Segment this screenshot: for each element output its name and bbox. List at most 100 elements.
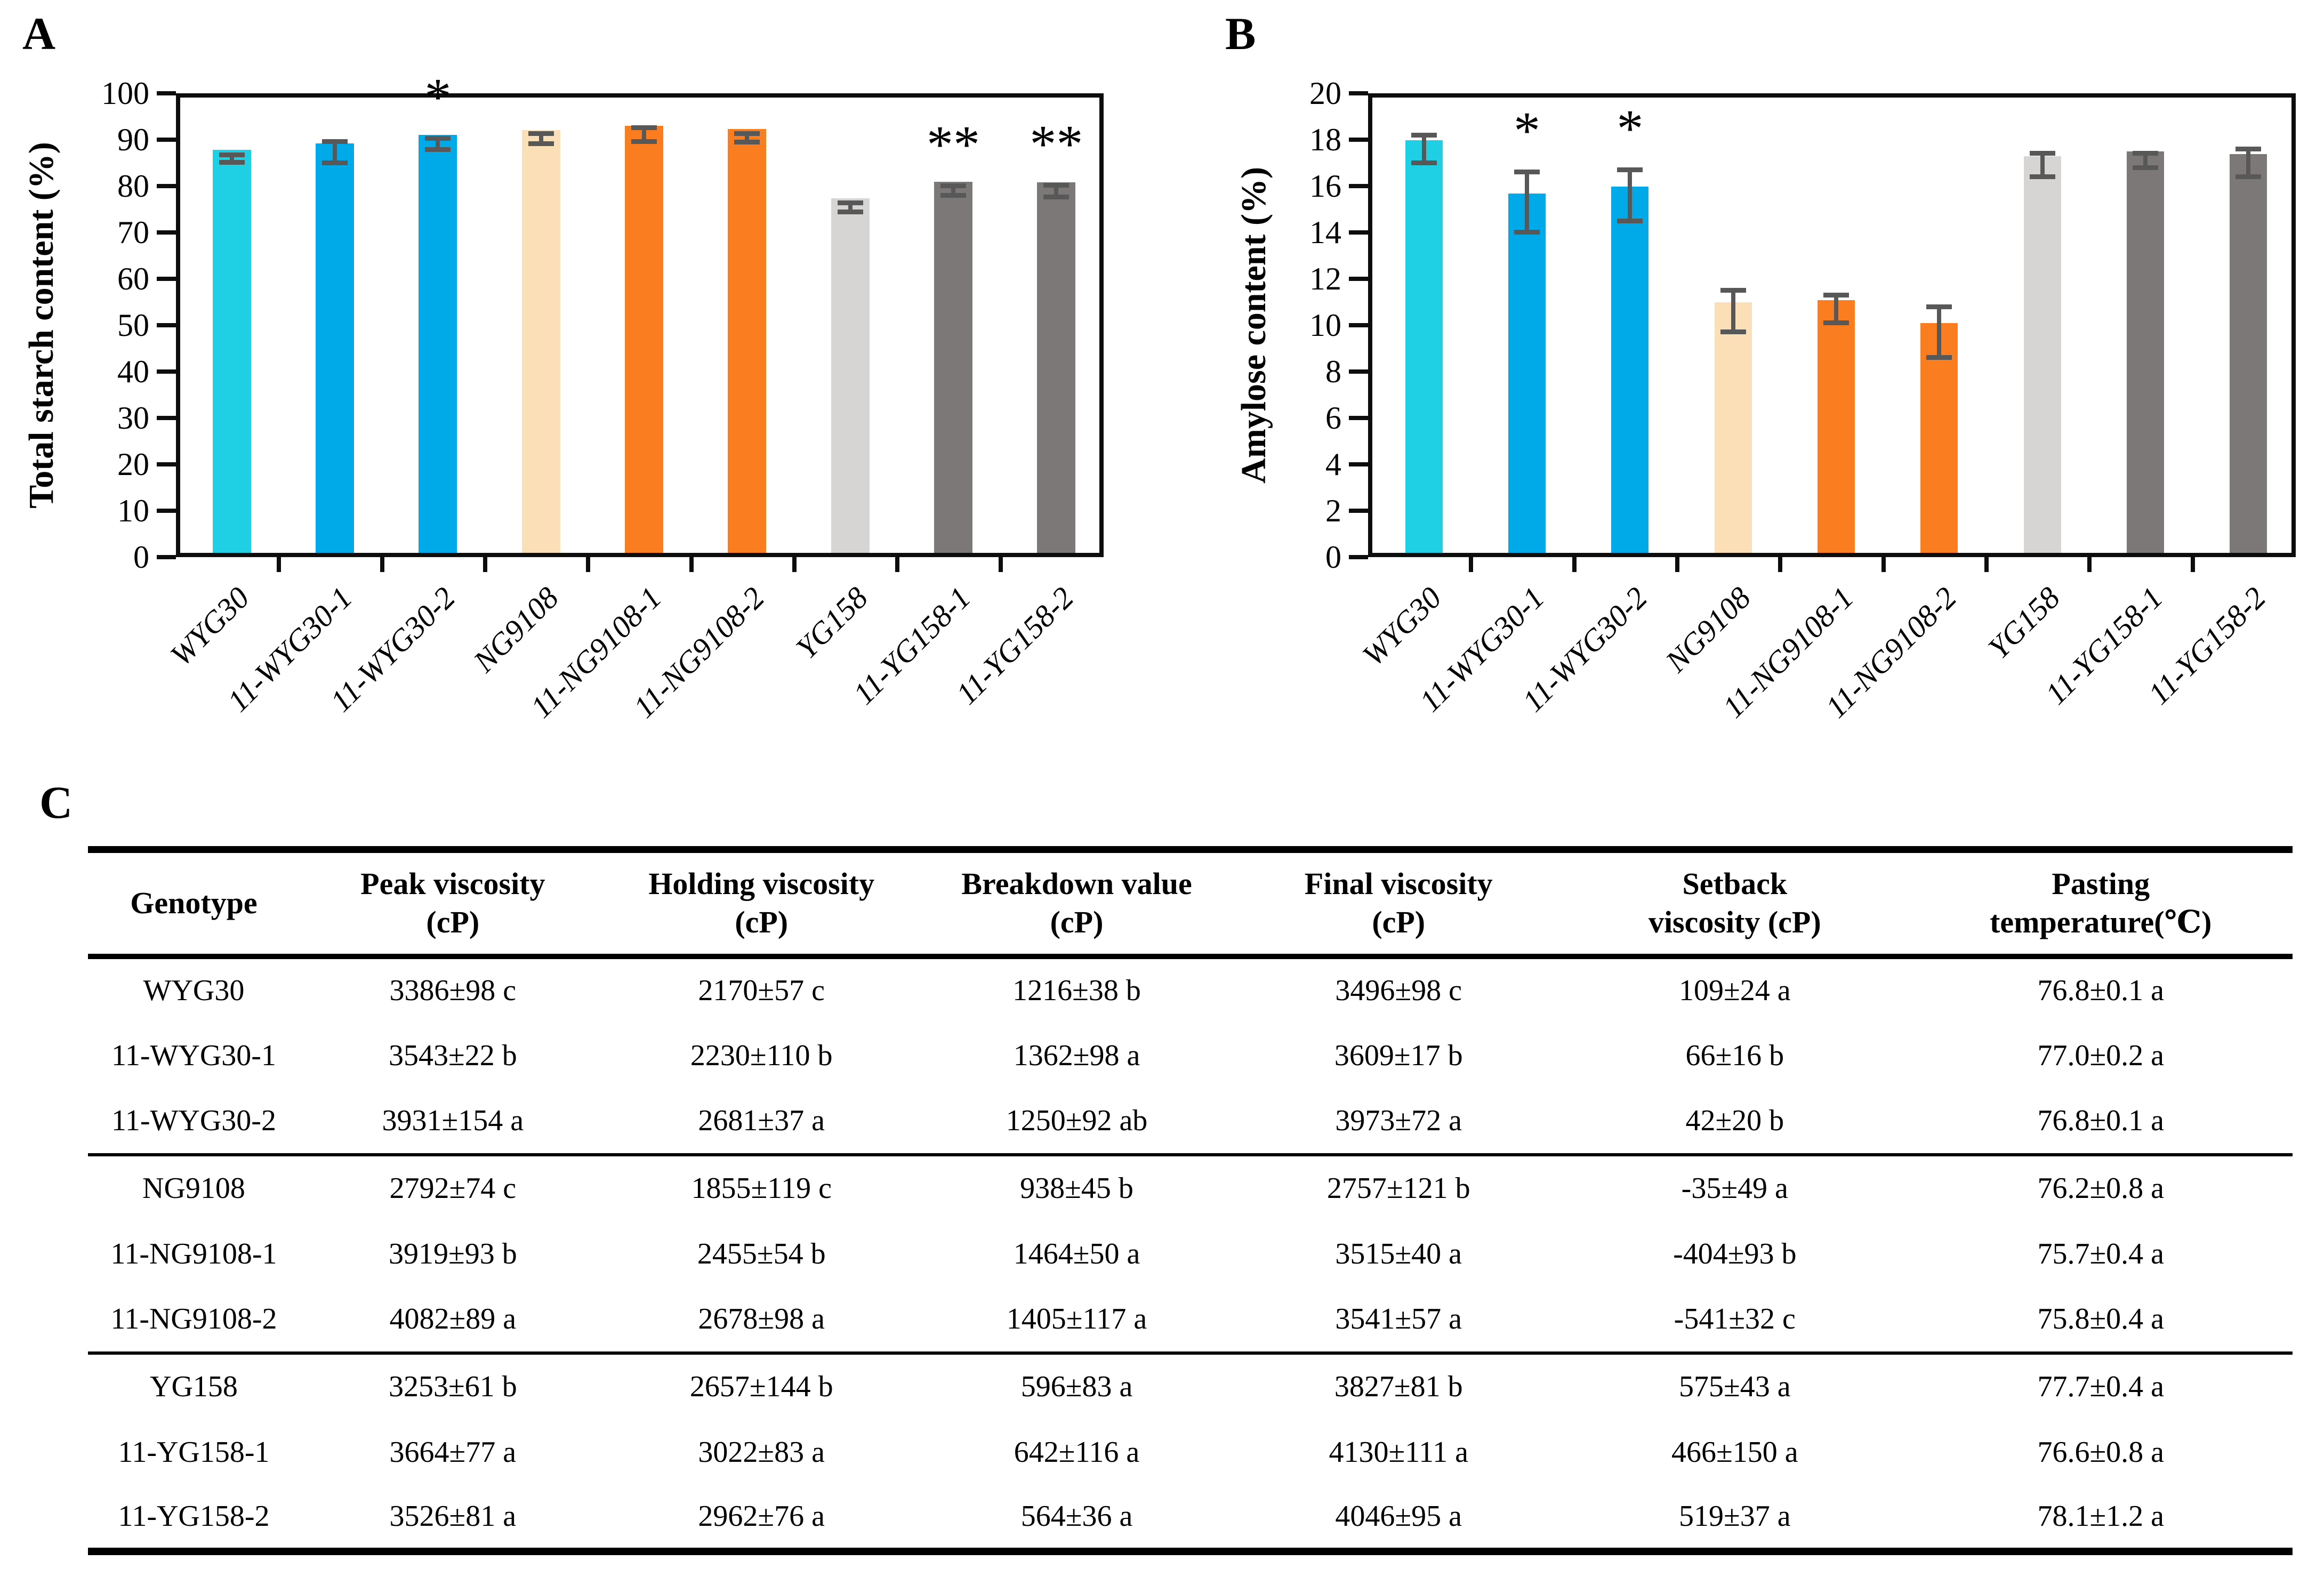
value-cell: 2678±98 a (698, 1302, 825, 1335)
value-cell: 2230±110 b (690, 1039, 833, 1072)
bar-11-WYG30-2 (1611, 186, 1649, 553)
error-bar-line (951, 186, 955, 195)
x-tick (1881, 557, 1886, 572)
error-bar-line (229, 155, 234, 162)
error-bar-cap-top (1411, 132, 1437, 138)
error-bar-cap-top (734, 131, 760, 136)
y-tick (1349, 369, 1368, 374)
y-tick-label: 16 (1309, 168, 1341, 204)
value-cell: 4082±89 a (389, 1302, 517, 1335)
genotype-cell: 11-WYG30-1 (111, 1039, 276, 1072)
y-tick (1349, 91, 1368, 95)
significance-marker: * (1514, 101, 1540, 160)
error-bar-cap-top (837, 200, 863, 205)
x-tick (2087, 557, 2092, 572)
y-tick (157, 509, 176, 513)
value-cell: 75.7±0.4 a (2037, 1237, 2165, 1270)
x-category-label: YG158 (1981, 580, 2066, 666)
y-tick-label: 30 (117, 400, 149, 436)
plot-area-B: * * (1368, 93, 2296, 557)
error-bar-cap-top (425, 135, 451, 141)
y-tick (1349, 184, 1368, 188)
error-bar-cap-top (322, 139, 348, 144)
bar-11-WYG30-1 (316, 143, 354, 553)
y-tick-label: 50 (117, 308, 149, 343)
table-row: WYG30 3386±98 c 2170±57 c 1216±38 b 3496±98 … (88, 956, 2293, 1023)
error-bar-cap-top (1617, 167, 1643, 172)
error-bar-line (848, 202, 853, 212)
y-tick (1349, 509, 1368, 513)
table-header-row: Genotype Peak viscosity (cP) Holding viscos… (88, 849, 2293, 956)
x-category-label: WYG30 (1355, 580, 1448, 673)
x-tick (792, 557, 797, 572)
x-category-label: 11-YG158-1 (2038, 580, 2170, 711)
value-cell: 2962±76 a (698, 1500, 825, 1533)
value-cell: 2657±144 b (606, 1351, 917, 1419)
y-tick (1349, 462, 1368, 466)
bar-YG158 (2023, 156, 2061, 553)
value-cell: 575±43 a (1561, 1351, 1909, 1419)
y-tick-label: 80 (117, 168, 149, 204)
table-row: 11-WYG30-1 3543±22 b 2230±110 b 1362±98 a 36… (88, 1023, 2293, 1089)
error-bar-cap-bottom (425, 147, 451, 152)
value-cell: 2681±37 a (698, 1104, 825, 1137)
genotype-cell: 11-YG158-2 (118, 1500, 270, 1533)
x-tick (2190, 557, 2195, 572)
value-cell: 1464±50 a (1013, 1237, 1140, 1270)
error-bar-cap-bottom (1720, 329, 1746, 335)
value-cell: 3609±17 b (1334, 1039, 1463, 1072)
panel-b-label: B (1225, 8, 1256, 59)
x-category-label: 11-NG9108-1 (1716, 580, 1861, 725)
y-tick-label: 8 (1325, 354, 1341, 389)
x-tick (1469, 557, 1474, 572)
x-tick (380, 557, 384, 572)
bar-11-NG9108-2 (1920, 323, 1958, 553)
error-bar-cap-bottom (1411, 160, 1437, 165)
x-category-label: 11-WYG30-2 (1516, 580, 1654, 719)
x-tick (1572, 557, 1577, 572)
bar-11-YG158-1 (2127, 151, 2164, 553)
error-bar-cap-top (940, 183, 966, 189)
y-tick (1349, 230, 1368, 235)
x-category-label: NG9108 (466, 580, 565, 679)
x-category-label: 11-NG9108-2 (1819, 580, 1964, 725)
error-bar-cap-bottom (2235, 174, 2262, 179)
panel-c-label: C (39, 777, 73, 828)
y-tick-label: 100 (101, 76, 149, 111)
x-tick (998, 557, 1003, 572)
value-cell: 519±37 a (1679, 1500, 1791, 1533)
column-header: Genotype (130, 886, 258, 920)
value-cell: 2170±57 c (698, 974, 825, 1007)
y-tick (157, 416, 176, 420)
bar-11-YG158-2 (2230, 154, 2267, 553)
x-category-label: 11-NG9108-2 (626, 580, 771, 725)
value-cell: 1855±119 c (606, 1153, 917, 1221)
value-cell: 938±45 b (916, 1153, 1237, 1221)
error-bar-line (745, 133, 750, 142)
y-tick (157, 369, 176, 374)
value-cell: 3973±72 a (1335, 1104, 1462, 1137)
y-tick (1349, 138, 1368, 142)
plot-layer-B: * * (1372, 98, 2291, 553)
error-bar-cap-bottom (322, 160, 348, 165)
value-cell: 3515±40 a (1335, 1237, 1462, 1270)
error-bar-cap-bottom (2029, 174, 2055, 179)
y-tick (157, 184, 176, 188)
bar-WYG30 (1405, 140, 1443, 553)
x-category-label: 11-NG9108-1 (524, 580, 669, 725)
error-bar-cap-top (2133, 151, 2158, 156)
error-bar-cap-top (528, 131, 554, 136)
significance-marker: * (424, 67, 452, 126)
significance-marker: * (1617, 98, 1644, 158)
x-tick (483, 557, 487, 572)
y-tick-label: 4 (1325, 447, 1341, 482)
value-cell: 76.8±0.1 a (2037, 974, 2165, 1007)
x-tick (586, 557, 591, 572)
x-tick (1675, 557, 1679, 572)
x-category-label: 11-WYG30-1 (1412, 580, 1551, 719)
error-bar-line (1421, 134, 1426, 163)
significance-marker: ** (1030, 114, 1083, 173)
bar-11-YG158-2 (1037, 182, 1076, 553)
value-cell: 4130±111 a (1329, 1435, 1468, 1469)
